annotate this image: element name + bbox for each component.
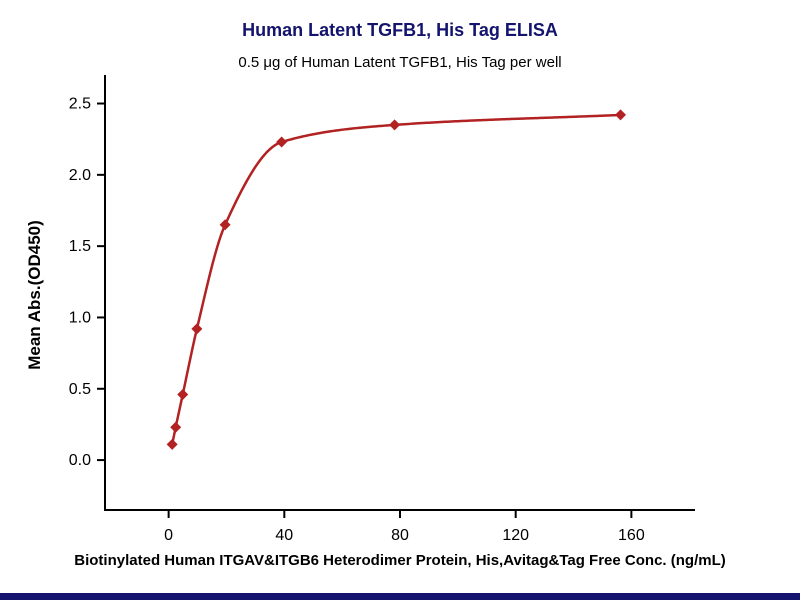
data-markers [166, 109, 627, 450]
y-tick-label: 2.5 [69, 96, 91, 113]
data-point-marker [389, 119, 401, 131]
x-tick-label: 120 [502, 527, 529, 544]
x-tick-label: 80 [391, 527, 409, 544]
data-point-marker [615, 109, 627, 121]
data-point-marker [170, 421, 182, 433]
data-point-marker [219, 219, 231, 231]
x-tick-label: 40 [275, 527, 293, 544]
data-point-marker [276, 136, 288, 148]
chart-subtitle: 0.5 μg of Human Latent TGFB1, His Tag pe… [238, 54, 562, 71]
y-tick-label: 1.5 [69, 238, 91, 255]
y-tick-label: 2.0 [69, 167, 91, 184]
footer-bar [0, 593, 800, 600]
data-point-marker [177, 388, 189, 400]
data-point-marker [191, 323, 203, 335]
x-ticks: 0 40 80 120 160 [164, 510, 645, 544]
x-tick-label: 0 [164, 527, 173, 544]
fit-curve [170, 113, 622, 446]
x-tick-label: 160 [618, 527, 645, 544]
axes [104, 75, 695, 511]
x-axis-label: Biotinylated Human ITGAV&ITGB6 Heterodim… [74, 552, 726, 569]
y-tick-label: 1.0 [69, 309, 91, 326]
y-tick-label: 0.5 [69, 381, 91, 398]
y-ticks: 0.0 0.5 1.0 1.5 2.0 2.5 [69, 96, 105, 469]
chart-title: Human Latent TGFB1, His Tag ELISA [242, 20, 558, 40]
data-point-marker [166, 438, 178, 450]
y-tick-label: 0.0 [69, 452, 91, 469]
